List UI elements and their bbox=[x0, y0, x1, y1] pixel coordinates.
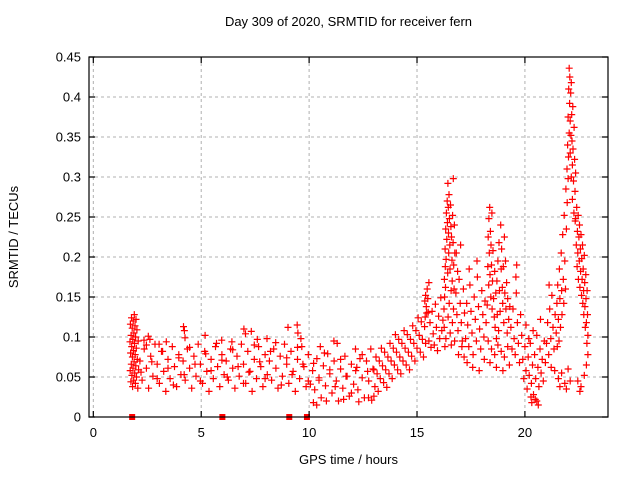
y-tick-label: 0.15 bbox=[56, 290, 81, 305]
y-tick-label: 0.05 bbox=[56, 370, 81, 385]
x-tick-label: 20 bbox=[518, 425, 532, 440]
x-axis-label: GPS time / hours bbox=[299, 452, 398, 467]
y-tick-label: 0.4 bbox=[63, 90, 81, 105]
chart-title: Day 309 of 2020, SRMTID for receiver fer… bbox=[225, 14, 472, 29]
y-tick-label: 0.1 bbox=[63, 330, 81, 345]
x-tick-label: 15 bbox=[410, 425, 424, 440]
y-tick-label: 0 bbox=[74, 410, 81, 425]
y-axis-label: SRMTID / TECUs bbox=[6, 185, 21, 288]
y-tick-labels: 0 0.05 0.1 0.15 0.2 0.25 0.3 0.35 0.4 0.45 bbox=[56, 50, 81, 425]
axis-ticks bbox=[89, 56, 608, 418]
y-tick-label: 0.45 bbox=[56, 50, 81, 65]
x-tick-label: 0 bbox=[90, 425, 97, 440]
y-tick-label: 0.35 bbox=[56, 130, 81, 145]
x-tick-labels: 0 5 10 15 20 bbox=[90, 425, 532, 440]
plot-border bbox=[88, 56, 609, 418]
x-tick-label: 10 bbox=[302, 425, 316, 440]
srmtid-points bbox=[126, 64, 592, 409]
y-tick-label: 0.2 bbox=[63, 250, 81, 265]
x-tick-label: 5 bbox=[198, 425, 205, 440]
y-tick-label: 0.25 bbox=[56, 210, 81, 225]
gridlines bbox=[89, 57, 608, 417]
y-tick-label: 0.3 bbox=[63, 170, 81, 185]
